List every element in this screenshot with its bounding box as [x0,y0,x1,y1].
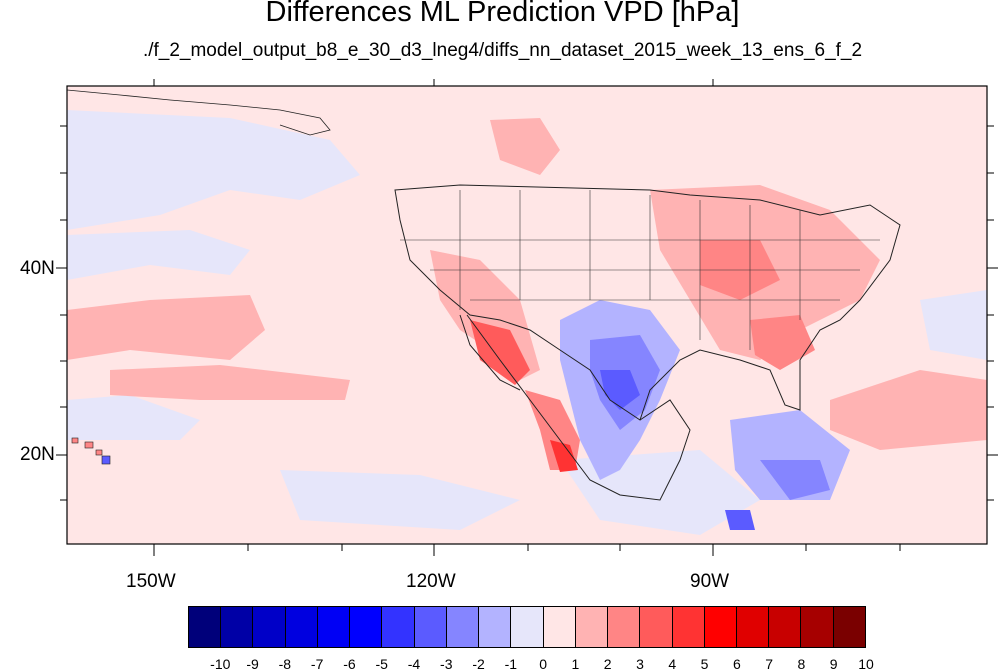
colorbar-swatch [285,607,318,647]
colorbar-tick-label: -7 [310,656,324,672]
tick-marks [56,79,998,556]
colorbar-swatch [511,607,544,647]
colorbar-tick-label: 9 [829,656,838,672]
lon-label-150w: 150W [126,571,176,592]
colorbar-tick-label: -8 [278,656,292,672]
colorbar-swatch [608,607,641,647]
positive-field-pacific [67,295,265,360]
colorbar-tick-label: 8 [797,656,806,672]
colorbar-swatch [801,607,834,647]
negative-field-southwest [67,395,200,440]
lon-label-120w: 120W [406,571,456,592]
colorbar-swatch [189,607,222,647]
state-borders [400,190,880,350]
colorbar-swatch [575,607,609,647]
hawaii-islands [71,437,111,465]
chart-subtitle: ./f_2_model_output_b8_e_30_d3_lneg4/diff… [142,40,863,61]
colorbar-tick-label: -3 [440,656,453,672]
colorbar-tick-label: 7 [765,656,774,672]
colorbar-tick-label: 0 [539,656,548,672]
positive-field-southeast [750,315,815,370]
colorbar-tick-label: 10 [858,656,874,672]
negative-field-northwest [67,110,360,230]
colorbar-tick-label: 2 [603,656,612,672]
positive-field-mexico-west [470,320,530,385]
negative-field-east [920,290,987,360]
negative-field-gulf-core [760,460,830,500]
colorbar-tick-label: -4 [407,656,421,672]
colorbar-tick-label: -5 [375,656,388,672]
colorbar-swatch [769,607,802,647]
colorbar-swatch [350,607,383,647]
lon-label-90w: 90W [690,571,730,592]
colorbar-tick-label: -6 [343,656,356,672]
positive-field-atlantic [830,370,987,450]
alaska-coast [66,89,331,136]
colorbar-swatch [672,607,705,647]
colorbar-swatch [704,607,737,647]
colorbar-swatch [317,607,351,647]
colorbar-tick-label: -9 [246,656,259,672]
colorbar-tick-label: -2 [472,656,485,672]
colorbar-tick-label: -1 [504,656,518,672]
colorbar-tick-label: 1 [571,656,580,672]
positive-field-mexico-core [550,440,578,472]
colorbar-tick-label: 3 [636,656,644,672]
colorbar-swatch [414,607,447,647]
colorbar-swatch [221,607,254,647]
negative-field-cuba [725,510,755,530]
chart-title: Differences ML Prediction VPD [hPa] [265,0,740,28]
colorbar-swatch [640,607,673,647]
colorbar-swatch [833,607,865,647]
colorbar-tick-label: -10 [210,656,231,672]
lat-label-40n: 40N [20,258,55,279]
colorbar-tick-label: 5 [700,656,709,672]
positive-field-pacific-south [110,365,350,400]
country-borders [394,184,901,501]
colorbar-tick-label: 4 [668,656,677,672]
colorbar-tick-label: 6 [732,656,741,672]
lat-label-20n: 20N [20,444,55,465]
positive-field-north [490,118,560,175]
colorbar-swatch [446,607,480,647]
vpd-difference-map [56,79,998,556]
negative-field-west [67,230,250,280]
colorbar-swatch [382,607,415,647]
colorbar-swatch [736,607,770,647]
colorbar-swatch [253,607,286,647]
negative-field-south [280,470,520,530]
colorbar-swatch [479,607,512,647]
colorbar [188,606,866,648]
colorbar-swatch [543,607,576,647]
